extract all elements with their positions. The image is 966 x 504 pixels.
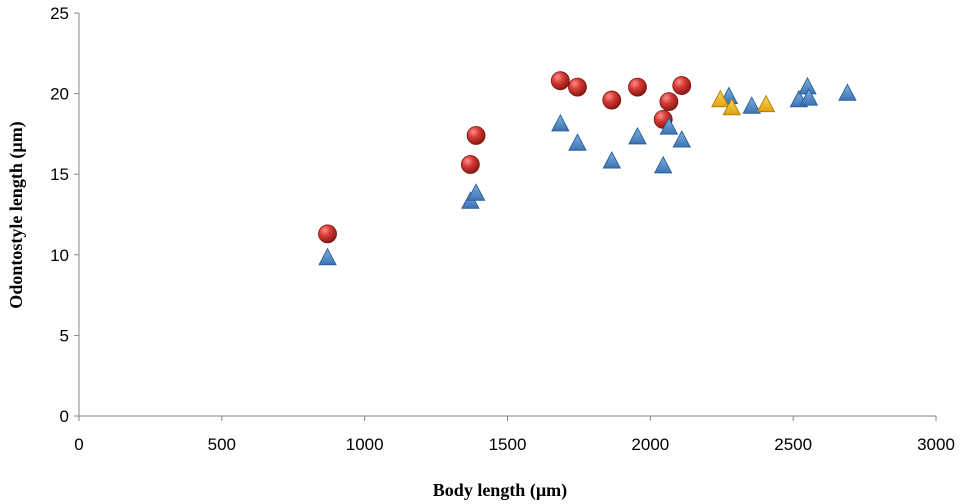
series-2	[711, 89, 776, 116]
data-point-triangle	[756, 94, 776, 113]
data-point-triangle	[742, 96, 761, 114]
y-tick-label: 10	[50, 246, 69, 265]
x-tick-label: 1000	[346, 435, 384, 454]
x-axis-title: Body length (µm)	[433, 480, 567, 501]
data-point-circle	[659, 92, 679, 112]
data-point-triangle	[602, 151, 622, 169]
data-point-triangle	[628, 126, 647, 145]
data-point-triangle	[799, 88, 819, 106]
data-point-triangle	[838, 83, 857, 101]
x-tick-label: 2500	[774, 435, 812, 454]
data-marks	[318, 71, 857, 266]
y-ticks: 0 5 10 15 20 25	[50, 4, 79, 426]
data-point-triangle	[466, 183, 486, 201]
data-point-triangle	[722, 97, 741, 116]
data-point-circle	[466, 126, 486, 145]
x-tick-label: 3000	[917, 435, 955, 454]
x-tick-label: 0	[74, 435, 83, 454]
data-point-triangle	[568, 133, 587, 151]
x-ticks: 0 500 1000 1500 2000 2500 3000	[74, 416, 955, 454]
y-tick-label: 0	[60, 407, 69, 426]
data-point-circle	[672, 76, 692, 95]
series-1	[318, 76, 857, 266]
data-point-triangle	[659, 117, 679, 135]
y-axis-title: Odontostyle length (µm)	[6, 121, 27, 308]
y-tick-label: 15	[50, 165, 69, 184]
y-tick-label: 5	[60, 326, 69, 345]
data-point-triangle	[672, 130, 692, 148]
data-point-circle	[602, 90, 622, 110]
data-point-triangle	[318, 247, 337, 266]
x-tick-label: 2000	[631, 435, 669, 454]
x-tick-label: 1500	[489, 435, 527, 454]
x-tick-label: 500	[208, 435, 236, 454]
data-point-circle	[568, 77, 587, 97]
data-point-circle	[628, 77, 647, 97]
data-point-circle	[550, 71, 570, 91]
data-point-triangle	[711, 89, 730, 108]
y-tick-label: 20	[50, 85, 69, 104]
data-point-circle	[318, 224, 337, 244]
data-point-triangle	[653, 155, 673, 174]
series-0	[318, 71, 692, 244]
axes: 0 5 10 15 20 25 0 500 1000 1500 2000 2500 3000	[50, 4, 955, 454]
data-point-triangle	[551, 113, 570, 132]
data-point-circle	[460, 155, 480, 174]
y-tick-label: 25	[50, 4, 69, 23]
